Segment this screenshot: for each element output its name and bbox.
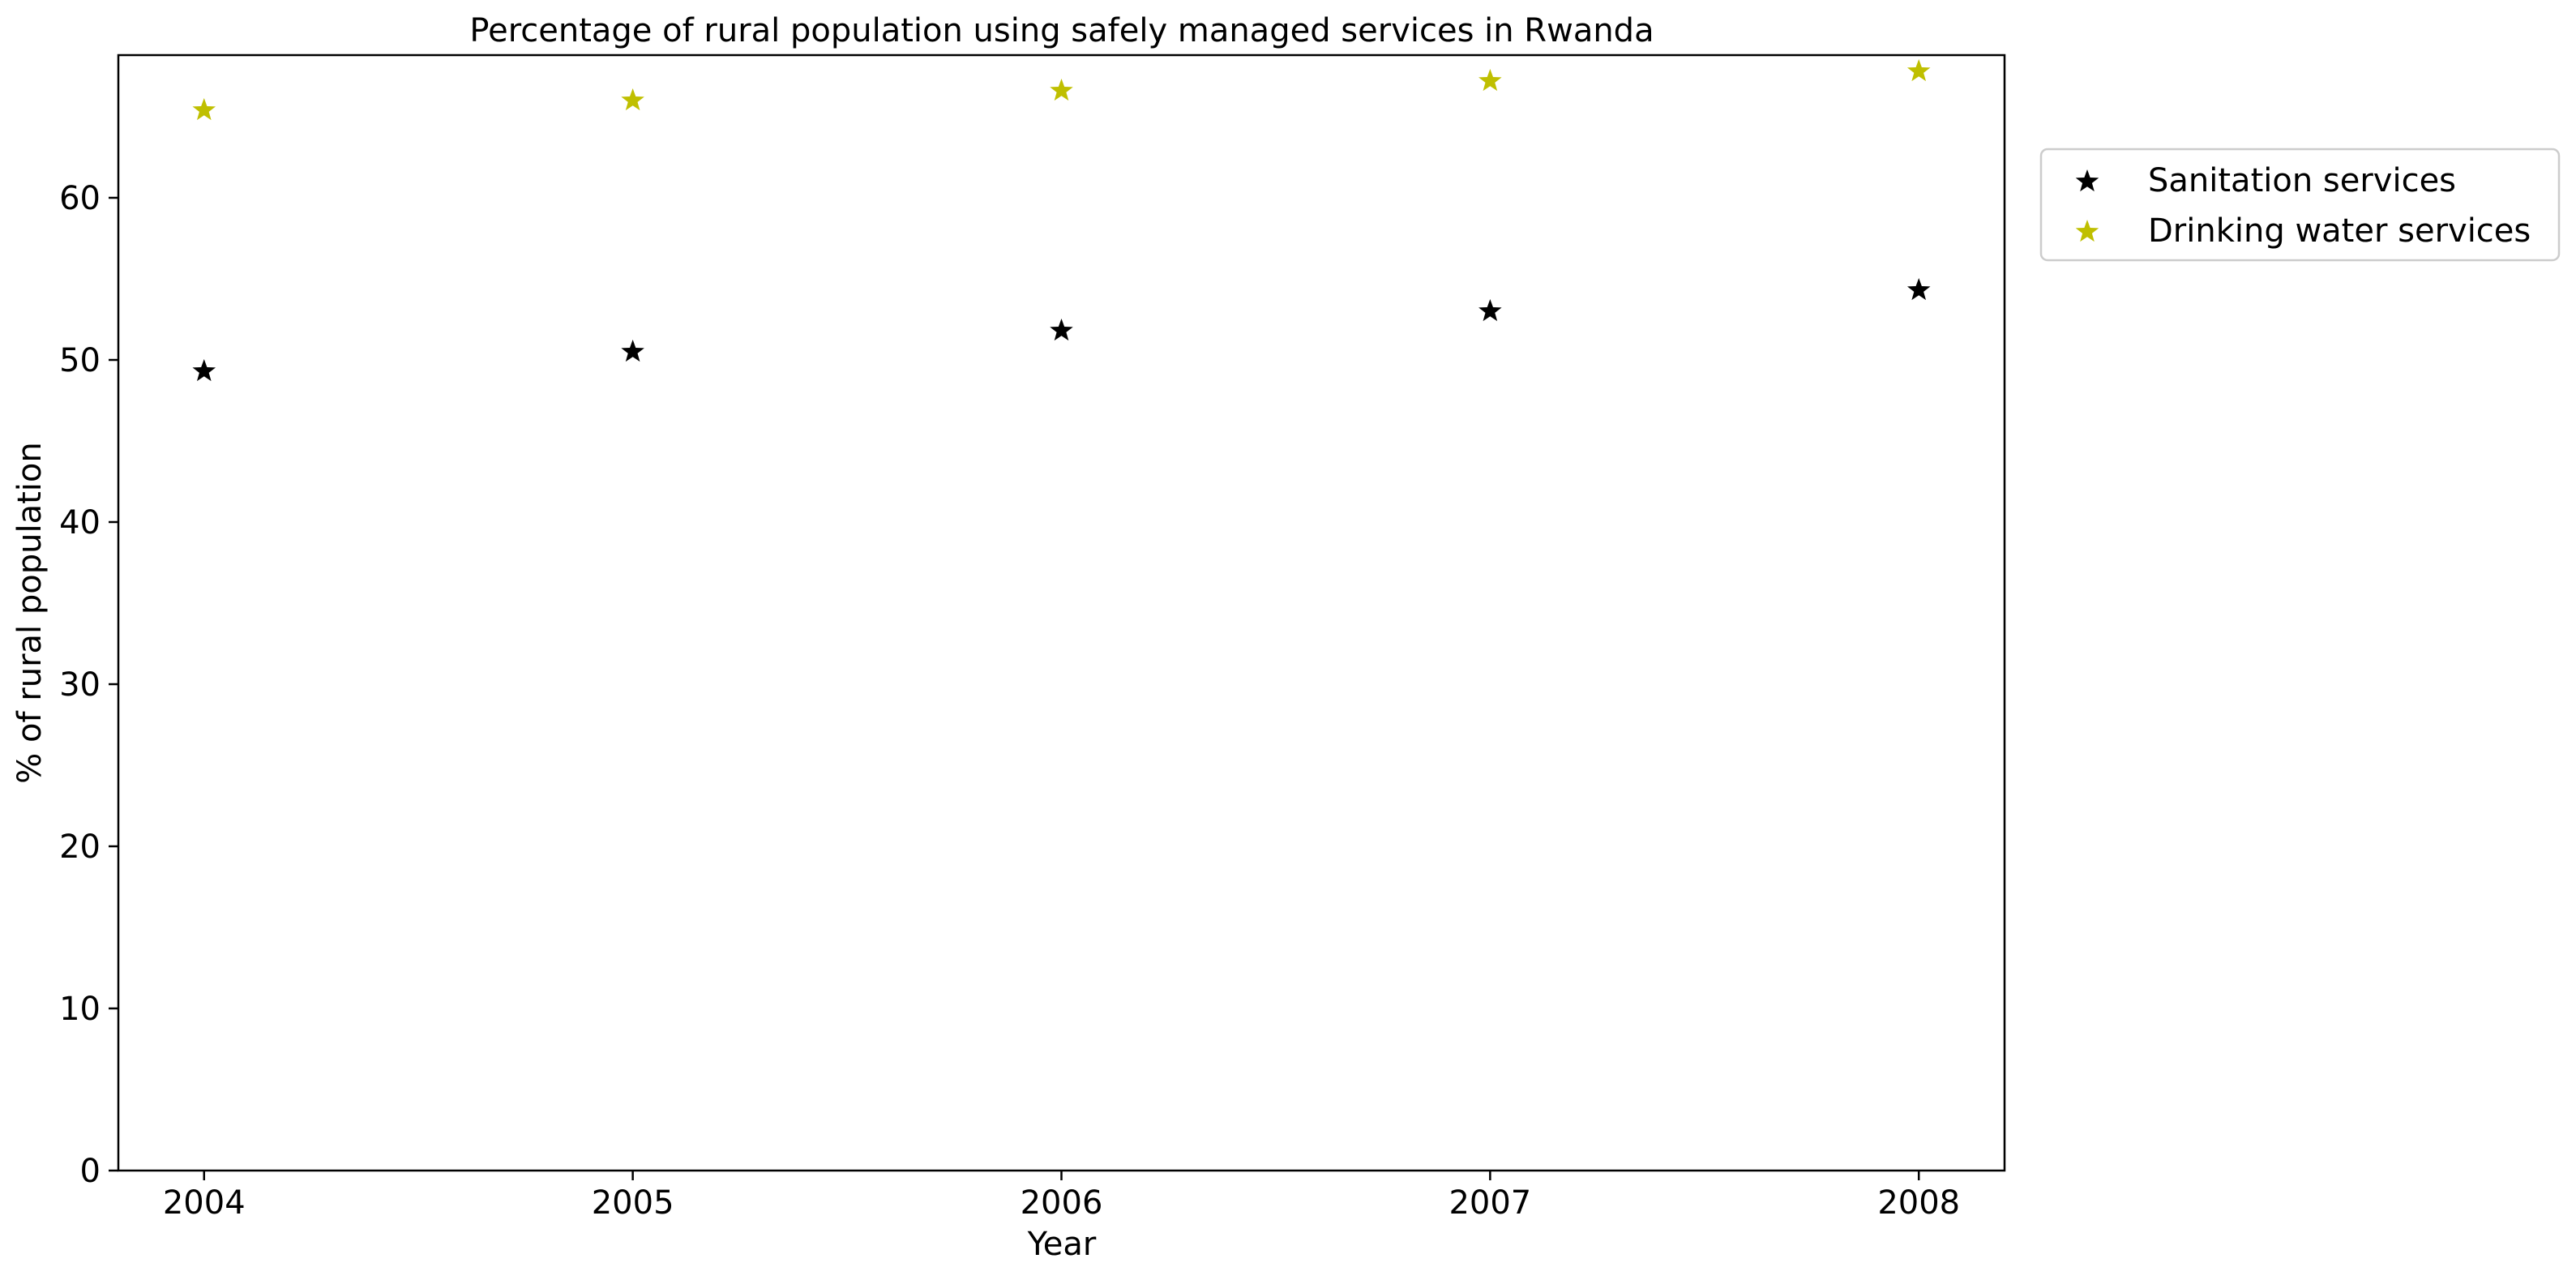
- y-tick-label: 0: [80, 1153, 101, 1190]
- x-axis-label: Year: [1027, 1226, 1097, 1263]
- y-tick-label: 20: [59, 828, 101, 866]
- drinking-water-point: [1906, 59, 1931, 82]
- drinking-water-point: [1050, 79, 1073, 101]
- y-axis-ticks: 0 10 20 30 40 50 60: [59, 180, 118, 1190]
- sanitation-point: [1050, 319, 1073, 341]
- x-tick-label: 2004: [163, 1184, 246, 1222]
- legend-star-icon: [2075, 169, 2099, 192]
- y-tick-label: 60: [59, 180, 101, 217]
- y-tick-label: 50: [59, 342, 101, 379]
- legend-label-drinking-water: Drinking water services: [2148, 212, 2531, 250]
- y-tick-label: 10: [59, 991, 101, 1028]
- sanitation-point: [1478, 299, 1502, 322]
- legend-marker-drinking-water: [2075, 220, 2099, 242]
- drinking-water-point: [1478, 69, 1502, 92]
- legend-marker-sanitation: [2075, 169, 2099, 192]
- x-tick-label: 2006: [1021, 1184, 1103, 1222]
- x-tick-label: 2005: [592, 1184, 674, 1222]
- plot-area-frame: [117, 54, 2006, 1172]
- x-tick-label: 2008: [1877, 1184, 1960, 1222]
- sanitation-point: [1906, 278, 1931, 301]
- sanitation-point: [621, 340, 644, 362]
- sanitation-point: [192, 359, 216, 382]
- chart-title: Percentage of rural population using saf…: [469, 12, 1654, 49]
- x-tick-label: 2007: [1448, 1184, 1531, 1222]
- y-tick-label: 30: [59, 666, 101, 704]
- legend-label-sanitation: Sanitation services: [2148, 162, 2456, 199]
- legend-frame: [2039, 148, 2561, 262]
- y-tick-label: 40: [59, 504, 101, 542]
- legend-star-icon: [2075, 220, 2099, 242]
- legend: Sanitation services Drinking water servi…: [2039, 148, 2561, 262]
- drinking-water-point: [192, 98, 216, 121]
- y-axis-label: % of rural population: [11, 442, 49, 783]
- drinking-water-point: [621, 88, 644, 111]
- x-axis-ticks: 2004 2005 2006 2007 2008: [163, 1171, 1960, 1222]
- data-points: [192, 59, 1931, 382]
